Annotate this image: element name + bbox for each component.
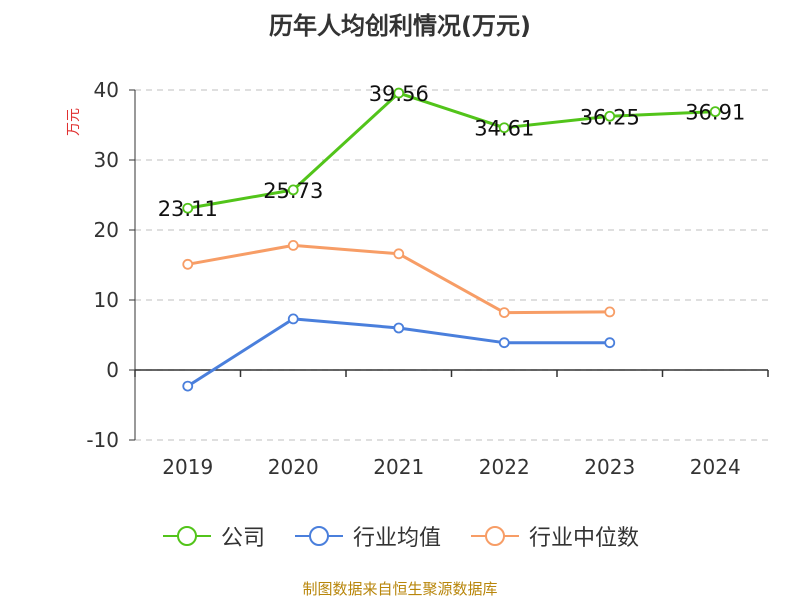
data-label: 36.25: [580, 105, 640, 129]
data-label: 25.73: [263, 179, 323, 203]
y-tick-label: -10: [86, 428, 119, 452]
data-point: [393, 322, 405, 334]
data-label: 39.56: [369, 82, 429, 106]
legend-marker-industry-median: [471, 526, 519, 546]
legend-label-industry-median: 行业中位数: [529, 526, 640, 551]
x-tick-label: 2021: [373, 455, 424, 479]
legend-label-company: 公司: [220, 526, 265, 551]
data-point: [498, 122, 510, 134]
data-point: [709, 106, 721, 118]
source-note: 制图数据来自恒生聚源数据库: [302, 580, 498, 598]
y-axis-unit-label: 万元: [66, 108, 82, 136]
data-point: [287, 313, 299, 325]
legend-item-industry-mean[interactable]: 行业均值: [293, 520, 441, 552]
y-tick-label: 40: [94, 78, 119, 102]
x-tick-label: 2022: [479, 455, 530, 479]
legend-label-industry-mean: 行业均值: [352, 526, 441, 551]
data-point: [498, 337, 510, 349]
data-point: [604, 337, 616, 349]
data-point: [182, 380, 194, 392]
y-tick-label: 10: [94, 288, 119, 312]
y-tick-label: 20: [94, 218, 119, 242]
chart-title: 历年人均创利情况(万元): [269, 12, 531, 40]
x-tick-label: 2024: [690, 455, 741, 479]
data-point: [287, 239, 299, 251]
data-point: [182, 202, 194, 214]
data-point: [393, 87, 405, 99]
data-point: [393, 248, 405, 260]
y-tick-label: 0: [106, 358, 119, 382]
series-line: [187, 91, 716, 210]
data-label: 23.11: [158, 197, 218, 221]
data-point: [498, 307, 510, 319]
legend-item-company[interactable]: 公司: [161, 520, 265, 552]
y-tick-label: 30: [94, 148, 119, 172]
data-label: 36.91: [685, 101, 745, 125]
legend-item-industry-median[interactable]: 行业中位数: [469, 520, 639, 552]
x-tick-label: 2019: [162, 455, 213, 479]
x-tick-label: 2020: [268, 455, 319, 479]
chart-legend: 公司 行业均值 行业中位数: [0, 520, 800, 552]
data-point: [604, 306, 616, 318]
data-point: [604, 110, 616, 122]
legend-marker-company: [162, 526, 211, 546]
data-label: 34.61: [474, 117, 534, 141]
x-tick-label: 2023: [584, 455, 635, 479]
data-point: [182, 258, 194, 270]
data-point: [287, 184, 299, 196]
legend-marker-industry-mean: [294, 526, 343, 546]
